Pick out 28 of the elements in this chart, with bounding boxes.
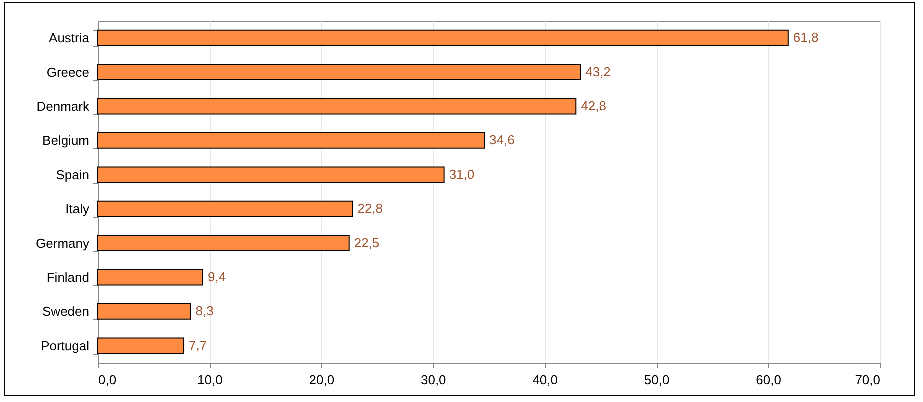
y-tick-label: Portugal xyxy=(41,338,90,354)
data-label: 9,4 xyxy=(208,270,226,284)
data-label: 31,0 xyxy=(449,166,475,182)
y-tick-label: Italy xyxy=(66,202,90,217)
y-tick-label: Greece xyxy=(46,64,90,80)
x-tick-label: 70,0 xyxy=(855,372,880,388)
y-tick-label: Spain xyxy=(56,167,90,182)
data-label: 22,5 xyxy=(354,235,380,250)
x-tick-label: 30,0 xyxy=(420,372,446,388)
data-label: 8,3 xyxy=(196,304,214,319)
x-tick-label: 0,0 xyxy=(98,372,117,388)
y-tick-label: Germany xyxy=(36,236,90,251)
x-tick-label: 10,0 xyxy=(198,372,223,388)
y-tick-label: Belgium xyxy=(42,133,90,148)
x-tick-label: 40,0 xyxy=(532,372,558,388)
x-tick-label: 60,0 xyxy=(756,372,782,388)
data-label: 42,8 xyxy=(581,98,606,114)
y-tick-label: Denmark xyxy=(36,99,90,114)
data-label: 43,2 xyxy=(586,64,611,80)
data-label: 61,8 xyxy=(793,30,819,46)
data-label: 7,7 xyxy=(189,338,208,353)
y-tick-label: Finland xyxy=(46,270,90,285)
y-tick-label: Austria xyxy=(49,30,90,46)
x-tick-label: 50,0 xyxy=(644,372,670,388)
x-tick-label: 20,0 xyxy=(309,372,335,388)
y-tick-label: Sweden xyxy=(42,304,90,320)
data-label: 34,6 xyxy=(490,132,515,148)
data-label: 22,8 xyxy=(358,201,384,216)
